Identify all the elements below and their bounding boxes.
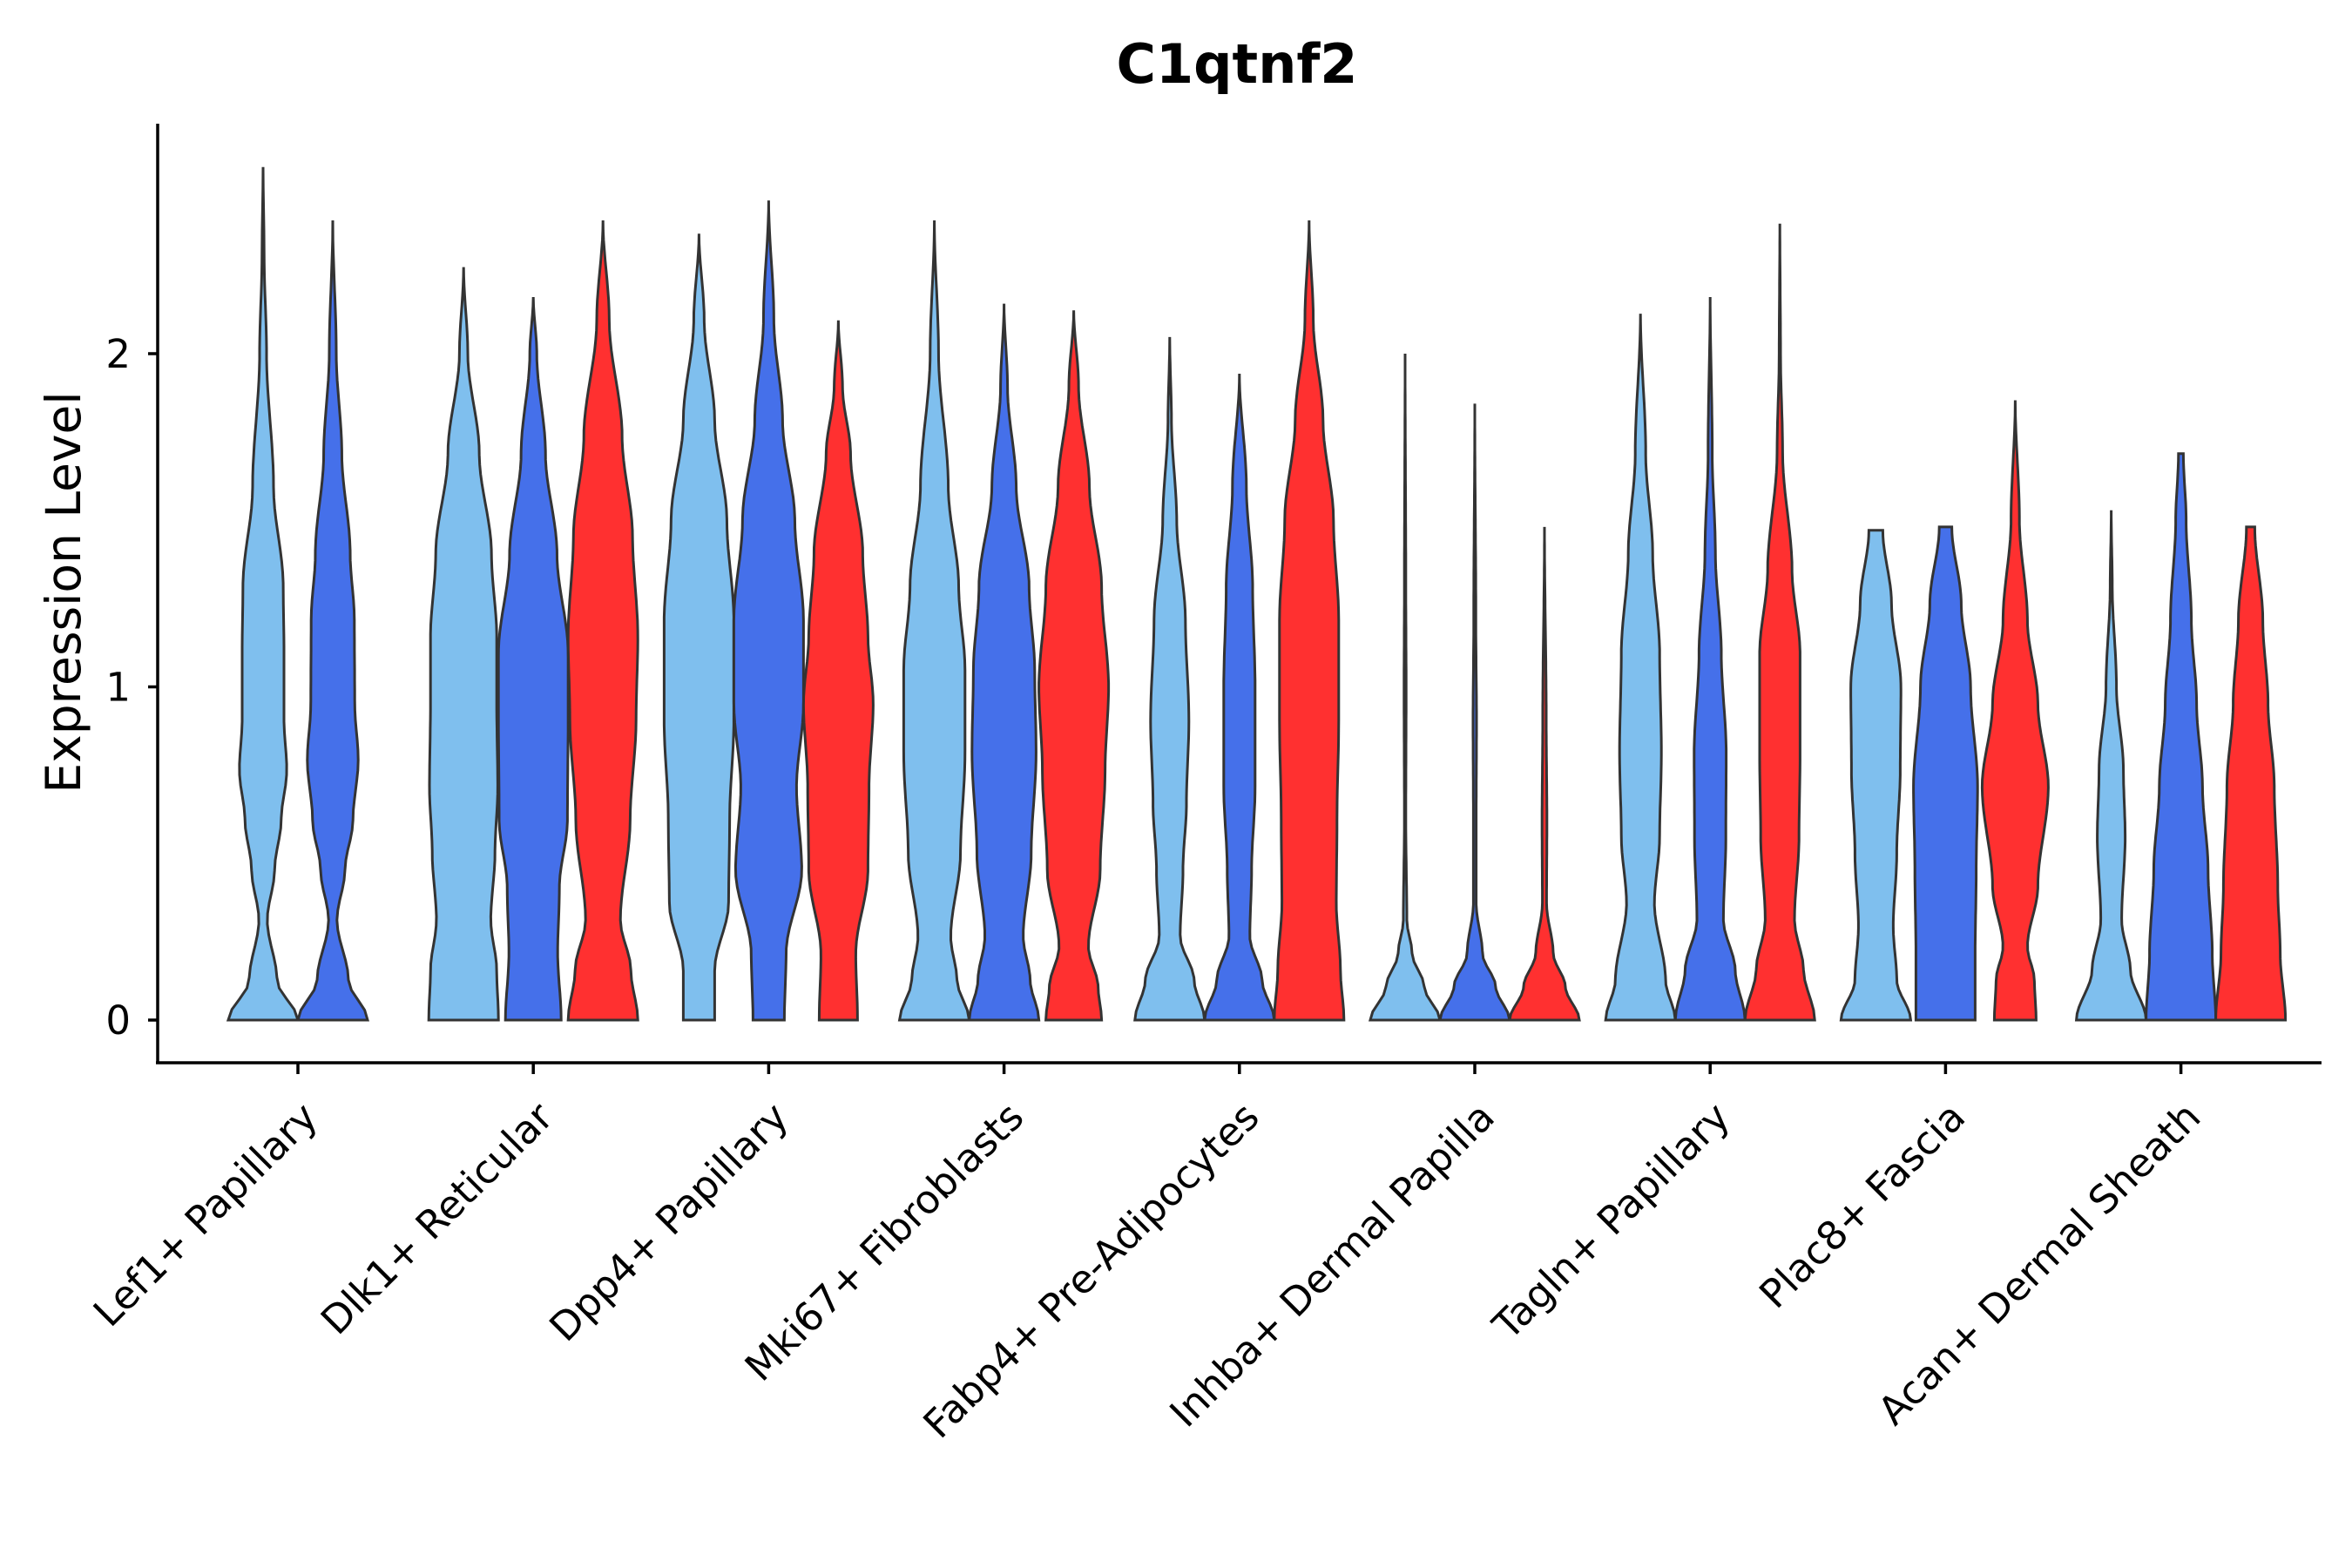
violin-3-2 — [732, 200, 805, 1022]
violins-layer — [226, 166, 2288, 1022]
violin-3-1 — [662, 233, 735, 1022]
violin-1-1 — [226, 166, 301, 1022]
violin-7-3 — [1743, 223, 1816, 1022]
x-tick-label: Tagln+ Papillary — [1484, 1093, 1739, 1348]
y-tick-label: 2 — [105, 331, 131, 377]
y-tick-label: 1 — [105, 665, 131, 711]
violin-7-1 — [1604, 314, 1677, 1022]
y-ticks: 0 1 2 — [105, 331, 158, 1044]
y-tick-label: 0 — [105, 997, 131, 1044]
violin-2-1 — [427, 267, 500, 1022]
chart-title: C1qtnf2 — [1117, 32, 1358, 96]
violin-5-3 — [1273, 220, 1346, 1022]
x-tick-label: Dpp4+ Papillary — [540, 1093, 797, 1350]
violin-4-1 — [897, 220, 971, 1022]
violin-8-1 — [1839, 529, 1913, 1022]
violin-9-3 — [2214, 525, 2288, 1022]
violin-4-3 — [1037, 310, 1111, 1022]
violin-6-3 — [1508, 526, 1581, 1022]
violin-1-2 — [295, 220, 370, 1022]
y-axis-label: Expression Level — [36, 391, 91, 793]
violin-9-2 — [2145, 452, 2218, 1022]
violin-6-2 — [1438, 403, 1511, 1022]
violin-8-3 — [1980, 400, 2050, 1022]
x-tick-label: Plac8+ Fascia — [1750, 1093, 1974, 1317]
violin-5-1 — [1133, 336, 1206, 1022]
violin-8-2 — [1912, 525, 1979, 1022]
violin-6-1 — [1369, 354, 1442, 1022]
violin-9-1 — [2074, 510, 2148, 1022]
violin-7-2 — [1673, 297, 1747, 1022]
violin-2-3 — [566, 220, 639, 1022]
violin-5-2 — [1203, 373, 1276, 1022]
x-tick-label: Dlk1+ Reticular — [312, 1093, 562, 1343]
violin-3-3 — [801, 320, 875, 1022]
x-tick-label: Lef1+ Papillary — [84, 1093, 327, 1335]
violin-2-2 — [497, 296, 570, 1022]
violin-4-2 — [967, 303, 1041, 1022]
